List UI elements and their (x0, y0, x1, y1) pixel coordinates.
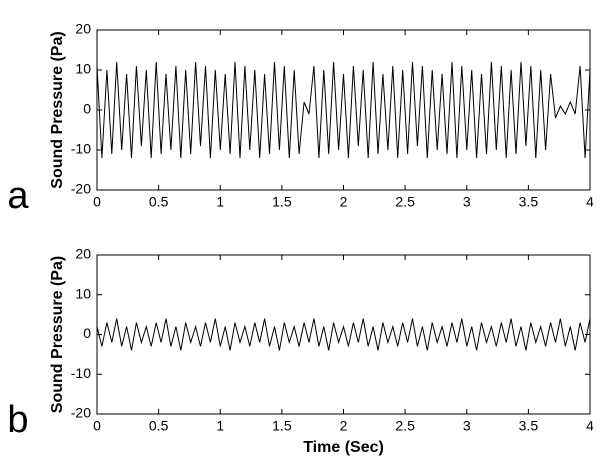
x-tick-label: 3.5 (519, 418, 539, 434)
y-tick-label: 20 (75, 21, 91, 37)
x-tick-label: 4 (586, 418, 594, 434)
y-tick-label: 10 (75, 61, 91, 77)
x-tick-label: 1.5 (272, 418, 292, 434)
x-tick-label: 1 (216, 194, 224, 210)
x-tick-label: 2 (340, 418, 348, 434)
x-tick-label: 2.5 (395, 194, 415, 210)
y-tick-label: -10 (71, 141, 91, 157)
x-tick-label: 2.5 (395, 418, 415, 434)
panel-label: a (7, 175, 29, 217)
axes-frame (96, 254, 591, 415)
panel-label: b (7, 399, 28, 441)
x-tick-label: 0 (93, 418, 101, 434)
waveform (96, 61, 591, 159)
y-tick-label: -20 (71, 181, 91, 197)
x-tick-label: 2 (340, 194, 348, 210)
y-axis-label: Sound Pressure (Pa) (49, 256, 66, 413)
x-tick-label: 3.5 (519, 194, 539, 210)
y-tick-label: -10 (71, 365, 91, 381)
x-tick-label: 3 (463, 418, 471, 434)
x-tick-label: 0.5 (149, 194, 169, 210)
y-tick-label: 0 (83, 325, 91, 341)
y-tick-label: 20 (75, 246, 91, 262)
y-tick-label: -20 (71, 405, 91, 421)
y-tick-label: 10 (75, 285, 91, 301)
x-tick-label: 3 (463, 194, 471, 210)
waveform (96, 318, 591, 351)
axes-frame (96, 29, 591, 191)
x-tick-label: 0 (93, 194, 101, 210)
y-tick-label: 0 (83, 101, 91, 117)
x-axis-label: Time (Sec) (303, 439, 384, 456)
x-tick-label: 1.5 (272, 194, 292, 210)
x-tick-label: 0.5 (149, 418, 169, 434)
x-tick-label: 1 (216, 418, 224, 434)
x-tick-label: 4 (586, 194, 594, 210)
y-axis-label: Sound Pressure (Pa) (49, 31, 66, 188)
